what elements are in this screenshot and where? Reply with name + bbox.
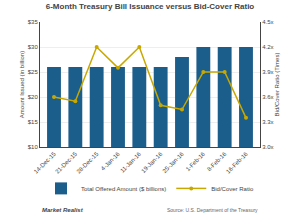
- svg-text:8-Feb-16: 8-Feb-16: [206, 150, 228, 172]
- svg-text:$30: $30: [28, 44, 39, 50]
- svg-text:16-Feb-16: 16-Feb-16: [225, 150, 249, 174]
- svg-text:28-Dec-15: 28-Dec-15: [75, 150, 100, 175]
- svg-text:3.9x: 3.9x: [262, 69, 273, 75]
- svg-text:$10: $10: [28, 144, 39, 150]
- svg-text:Bid/Cover Ratio: Bid/Cover Ratio: [211, 186, 254, 192]
- svg-text:$20: $20: [28, 94, 39, 100]
- svg-text:Source: U.S. Department of the: Source: U.S. Department of the Treasury: [167, 207, 258, 213]
- svg-text:21-Dec-15: 21-Dec-15: [54, 150, 79, 175]
- svg-text:4-Jan-16: 4-Jan-16: [100, 150, 121, 171]
- svg-text:3.3x: 3.3x: [262, 119, 273, 125]
- svg-text:19-Jan-16: 19-Jan-16: [140, 150, 164, 174]
- svg-text:$35: $35: [28, 19, 39, 25]
- svg-text:Total Offered Amount ($ billio: Total Offered Amount ($ billions): [81, 186, 166, 192]
- svg-text:25-Jan-16: 25-Jan-16: [161, 150, 185, 174]
- svg-text:4.5x: 4.5x: [262, 19, 273, 25]
- svg-text:6-Month Treasury Bill Issuance: 6-Month Treasury Bill Issuance versus Bi…: [46, 2, 255, 11]
- svg-text:Market Realist: Market Realist: [42, 207, 84, 213]
- svg-text:4.2x: 4.2x: [262, 44, 273, 50]
- svg-text:3.0x: 3.0x: [262, 144, 273, 150]
- svg-text:$15: $15: [28, 119, 39, 125]
- svg-text:3.6x: 3.6x: [262, 94, 273, 100]
- svg-text:11-Jan-16: 11-Jan-16: [119, 150, 143, 174]
- svg-text:Amount Issued (in billion): Amount Issued (in billion): [19, 51, 25, 118]
- svg-text:14-Dec-15: 14-Dec-15: [33, 150, 58, 175]
- svg-text:1-Feb-16: 1-Feb-16: [185, 150, 207, 172]
- svg-text:Bid/Cover Ratio (Times): Bid/Cover Ratio (Times): [274, 53, 280, 117]
- svg-text:$25: $25: [28, 69, 39, 75]
